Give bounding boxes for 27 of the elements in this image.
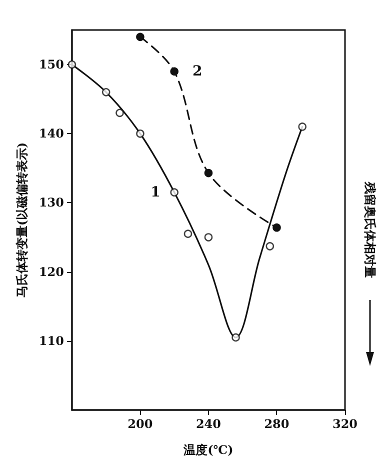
y-tick-label: 110 <box>38 334 64 348</box>
point <box>204 233 213 242</box>
y-tick-label: 150 <box>38 58 64 72</box>
y2-axis-title: 残留奥氏体相对量 <box>363 181 377 278</box>
y-tick-label: 140 <box>38 126 64 141</box>
y-tick-label: 120 <box>38 264 64 279</box>
point <box>272 223 281 232</box>
point <box>232 333 240 342</box>
x-tick-label: 280 <box>264 417 290 431</box>
point <box>102 88 110 96</box>
point <box>170 188 178 197</box>
point <box>170 67 178 76</box>
series-label: 2 <box>192 63 202 80</box>
x-tick-label: 240 <box>196 417 222 431</box>
point <box>298 122 306 131</box>
point <box>116 108 124 118</box>
point <box>204 168 213 178</box>
series-label: 1 <box>150 184 160 200</box>
x-tick-label: 320 <box>332 417 358 431</box>
point <box>136 129 144 138</box>
point <box>184 230 192 238</box>
x-axis-title: 温度(℃) <box>182 443 234 457</box>
point <box>136 32 144 42</box>
point <box>266 242 274 250</box>
x-tick-label: 200 <box>128 417 153 431</box>
y-tick-label: 130 <box>38 196 64 210</box>
y-axis-title: 马氏体转变量(以磁偏转表示) <box>15 142 29 298</box>
